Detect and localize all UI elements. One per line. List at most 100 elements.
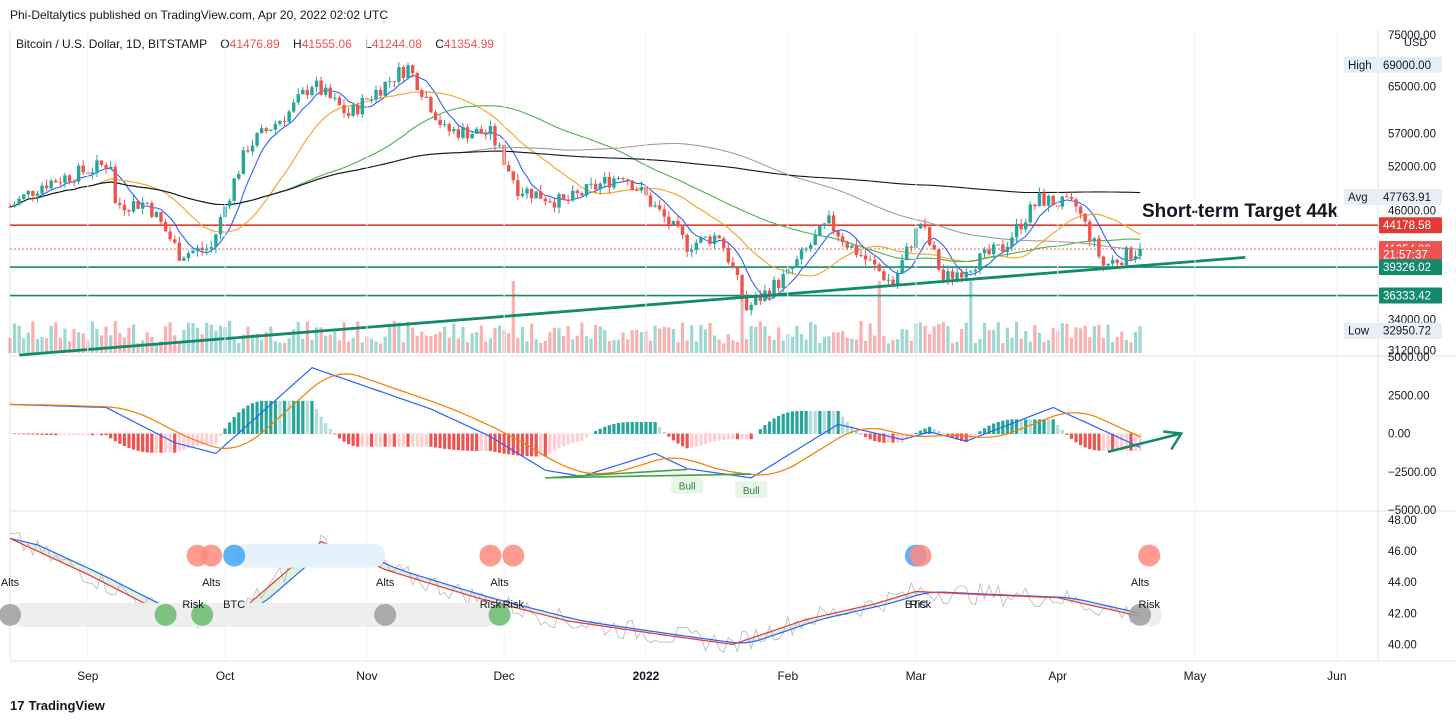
- volume-bar: [1133, 331, 1138, 353]
- candle-body: [722, 238, 726, 248]
- macd-histogram-bar: [54, 433, 58, 436]
- candle-body: [205, 248, 209, 251]
- candle-body: [255, 133, 259, 146]
- volume-bar: [1051, 328, 1055, 353]
- volume-bar: [324, 335, 328, 353]
- volume-bar: [12, 323, 17, 353]
- macd-histogram-bar: [420, 433, 424, 447]
- macd-histogram-bar: [1037, 419, 1042, 434]
- volume-bar: [1101, 338, 1106, 353]
- volume-bar: [594, 324, 598, 353]
- macd-histogram-bar: [31, 433, 35, 435]
- ma-line-fast: [9, 74, 1141, 301]
- x-tick-label: May: [1184, 669, 1207, 683]
- x-tick-label: Nov: [356, 669, 377, 683]
- volume-bar: [141, 340, 145, 353]
- macd-histogram-bar: [671, 433, 676, 441]
- candle-body: [520, 193, 525, 197]
- macd-histogram-bar: [342, 433, 346, 442]
- macd-y-tick-label: −5000.00: [1388, 505, 1436, 517]
- candle-body: [76, 165, 81, 182]
- price-tag-Avg: [1379, 189, 1442, 206]
- signal-bubble: [909, 544, 932, 567]
- macd-histogram-bar: [960, 433, 964, 442]
- candle-body: [905, 246, 909, 261]
- volume-bar: [415, 336, 419, 353]
- macd-histogram-bar: [662, 432, 666, 434]
- candle-body: [978, 253, 982, 270]
- candle-body: [799, 249, 804, 260]
- volume-bar: [237, 343, 241, 353]
- bull-divergence-line: [545, 473, 752, 479]
- macd-histogram-bar: [648, 422, 653, 434]
- macd-histogram-bar: [484, 433, 488, 451]
- macd-histogram-bar: [401, 433, 406, 447]
- x-tick-label: 2022: [633, 669, 660, 683]
- candle-body: [72, 181, 76, 183]
- candle-body: [845, 242, 849, 248]
- y-tick-label: 75000.00: [1388, 30, 1436, 42]
- volume-bar: [969, 280, 973, 353]
- volume-bar: [99, 335, 104, 353]
- macd-histogram-bar: [520, 433, 525, 456]
- candle-body: [991, 244, 996, 255]
- volume-bar: [937, 323, 941, 353]
- candle-body: [1129, 247, 1133, 260]
- macd-histogram-bar: [799, 410, 804, 434]
- candle-body: [1078, 206, 1083, 214]
- volume-bar: [232, 339, 236, 353]
- volume-bar: [443, 326, 447, 353]
- signal-label: Risk: [1139, 599, 1161, 611]
- candle-body: [593, 183, 598, 190]
- candle-body: [539, 191, 543, 199]
- volume-bar: [45, 338, 49, 353]
- candle-body: [479, 128, 483, 134]
- candle-body: [813, 235, 817, 246]
- macd-histogram-bar: [1042, 419, 1046, 434]
- volume-bar: [909, 340, 913, 353]
- macd-histogram-bar: [982, 428, 987, 434]
- volume-bar: [507, 333, 511, 353]
- candle-body: [795, 259, 799, 268]
- candle-body: [241, 150, 246, 175]
- candle-body: [735, 267, 740, 276]
- macd-histogram-bar: [845, 421, 849, 434]
- volume-bar: [319, 327, 323, 353]
- candle-body: [456, 129, 461, 138]
- high-value: 41555.06: [301, 37, 352, 51]
- macd-histogram-bar: [589, 433, 593, 435]
- candle-body: [598, 183, 602, 190]
- candle-body: [1092, 238, 1097, 241]
- macd-histogram-bar: [722, 433, 726, 440]
- volume-bar: [465, 341, 470, 353]
- volume-bar: [795, 325, 799, 353]
- candle-body: [461, 127, 465, 138]
- volume-bar: [186, 322, 191, 353]
- candle-body: [932, 244, 936, 250]
- candle-body: [1014, 223, 1019, 238]
- candle-body: [191, 250, 195, 254]
- macd-histogram-bar: [914, 432, 918, 434]
- macd-histogram-bar: [273, 400, 277, 434]
- candle-body: [131, 200, 136, 212]
- macd-histogram-bar: [1079, 433, 1083, 446]
- price-tag-countdown: [1379, 246, 1442, 263]
- candle-body: [392, 81, 397, 83]
- macd-histogram-bar: [909, 433, 913, 437]
- volume-bar: [1129, 342, 1133, 353]
- macd-histogram-bar: [346, 433, 351, 445]
- volume-bar: [571, 339, 575, 353]
- candle-body: [964, 271, 968, 278]
- macd-histogram-bar: [374, 433, 378, 447]
- macd-histogram-bar: [831, 410, 836, 434]
- volume-bar: [1028, 341, 1032, 353]
- candle-body: [657, 205, 662, 210]
- candle-body: [776, 279, 781, 288]
- macd-histogram-bar: [1051, 419, 1055, 434]
- tradingview-brand[interactable]: 17 TradingView: [10, 698, 105, 713]
- volume-bar: [749, 326, 753, 353]
- macd-histogram-bar: [1069, 433, 1074, 439]
- candle-body: [278, 120, 282, 124]
- macd-histogram-bar: [616, 422, 621, 434]
